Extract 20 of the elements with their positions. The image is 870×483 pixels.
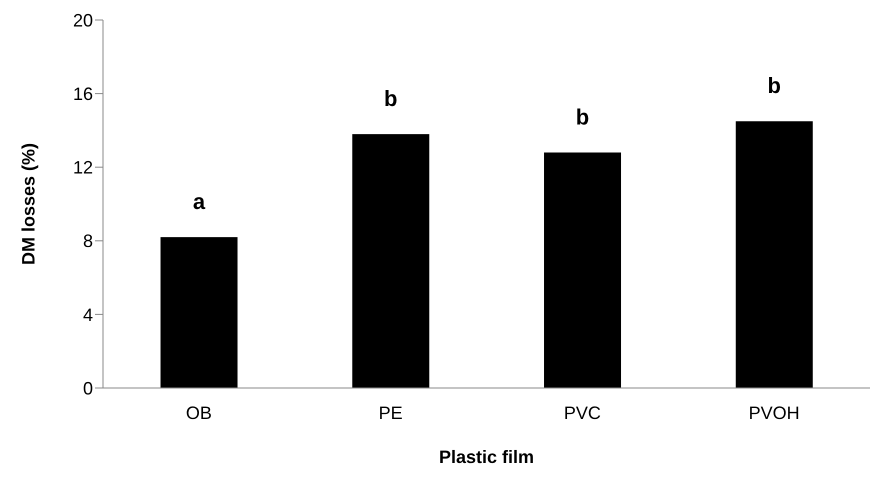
annotation: b — [576, 104, 590, 130]
y-axis-title: DM losses (%) — [18, 142, 38, 266]
x-tick-label: OB — [186, 402, 212, 423]
x-tick-label: PE — [378, 402, 403, 423]
bar — [544, 152, 622, 388]
bar — [352, 134, 430, 388]
bar — [160, 237, 238, 388]
y-tick-label: 20 — [72, 10, 93, 30]
annotation: b — [768, 73, 781, 98]
y-tick-label: 4 — [82, 304, 93, 325]
x-axis-title: Plastic film — [438, 447, 534, 467]
y-tick-label: 8 — [82, 231, 93, 252]
x-tick-label: PVOH — [748, 402, 800, 423]
y-tick-label: 12 — [72, 158, 93, 178]
annotation: a — [192, 189, 206, 214]
x-tick-label: PVC — [564, 402, 601, 423]
y-tick-label: 0 — [82, 378, 93, 398]
bar — [736, 121, 813, 388]
annotation: b — [384, 86, 398, 112]
y-tick-label: 16 — [72, 84, 93, 104]
